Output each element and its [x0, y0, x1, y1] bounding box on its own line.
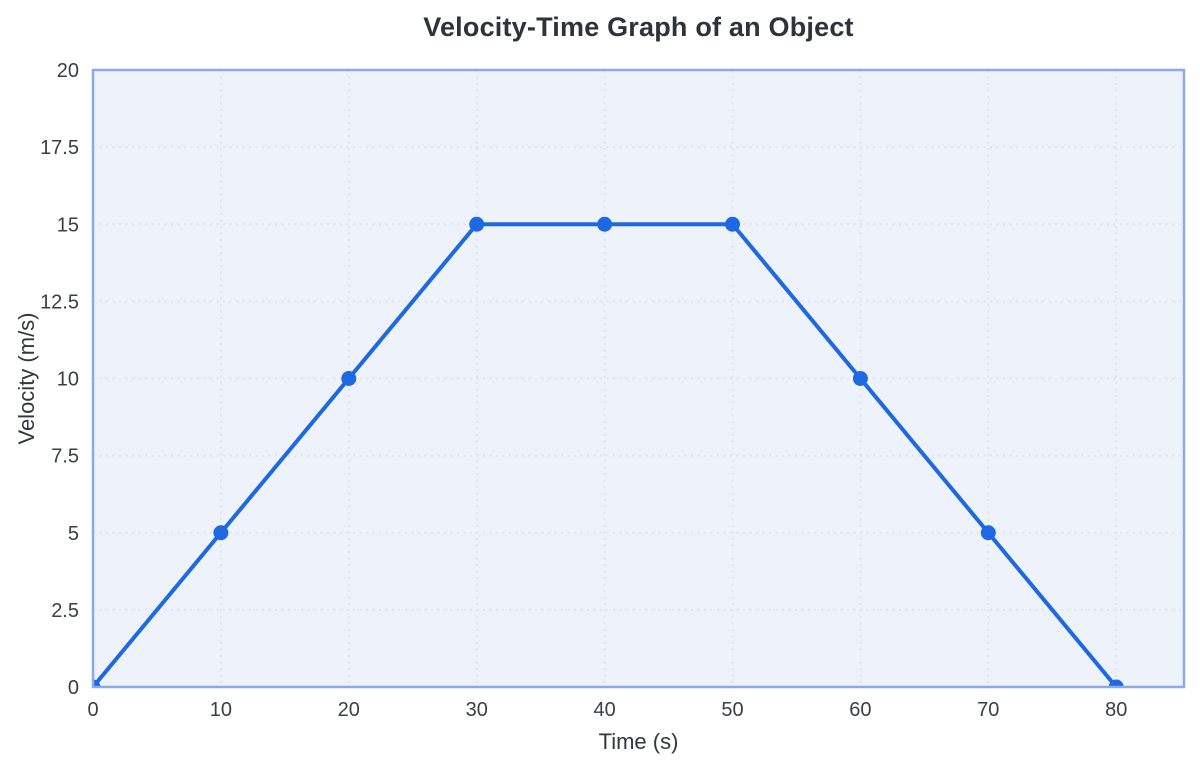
y-tick-label: 17.5	[40, 137, 79, 159]
data-point	[597, 216, 613, 232]
y-tick-label: 15	[57, 214, 79, 236]
x-tick-label: 60	[849, 699, 871, 721]
data-point	[469, 216, 485, 232]
y-axis-label: Velocity (m/s)	[14, 312, 39, 444]
y-tick-label: 20	[57, 60, 79, 82]
x-tick-label: 20	[338, 699, 360, 721]
data-point	[852, 371, 868, 386]
data-point	[725, 216, 741, 232]
data-point	[341, 371, 357, 386]
x-tick-label: 80	[1105, 699, 1127, 721]
y-tick-label: 10	[57, 369, 79, 391]
data-point	[93, 679, 101, 687]
x-tick-label: 70	[977, 699, 999, 721]
y-tick-label: 0	[68, 677, 79, 699]
chart-title: Velocity-Time Graph of an Object	[423, 12, 854, 42]
y-tick-label: 2.5	[51, 600, 79, 622]
plot-area	[93, 70, 1184, 687]
x-axis-label: Time (s)	[599, 729, 679, 754]
x-tick-label: 0	[87, 699, 98, 721]
data-point	[980, 525, 996, 541]
x-tick-label: 30	[466, 699, 488, 721]
plot-border	[91, 68, 1186, 689]
data-point	[213, 525, 229, 541]
x-tick-label: 10	[210, 699, 232, 721]
x-tick-label: 40	[593, 699, 615, 721]
y-tick-label: 5	[68, 523, 79, 545]
y-tick-label: 7.5	[51, 446, 79, 468]
y-tick-label: 12.5	[40, 291, 79, 313]
x-tick-label: 50	[721, 699, 743, 721]
data-point	[1108, 679, 1124, 687]
